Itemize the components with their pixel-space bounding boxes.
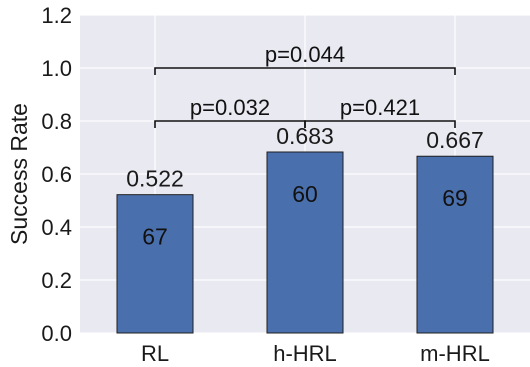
bar [116,194,194,334]
y-tick-label: 0.0 [41,321,72,346]
x-tick-label: RL [141,341,169,366]
bar-count-label: 69 [442,185,468,211]
significance-bracket [304,120,456,128]
bar-value-label: 0.522 [126,166,184,192]
p-value-label: p=0.032 [190,95,270,120]
x-tick-label: m-HRL [420,341,490,366]
y-tick-label: 0.6 [41,162,72,187]
bar [416,155,494,334]
significance-brackets: p=0.044 p=0.032 p=0.421 [154,42,456,128]
bar-value-label: 0.667 [426,127,484,153]
p-value-label: p=0.044 [265,42,345,67]
bar-count-label: 67 [142,224,168,250]
y-tick-label: 0.2 [41,268,72,293]
x-tick-label: h-HRL [273,341,337,366]
bar [266,151,344,334]
y-tick-label: 0.8 [41,109,72,134]
y-tick-label: 0.4 [41,215,72,240]
y-axis-label: Success Rate [6,103,32,245]
bar-count-label: 60 [292,181,318,207]
significance-bracket [154,67,456,75]
y-tick-label: 1.2 [41,3,72,28]
y-tick-label: 1.0 [41,56,72,81]
axis-ticks: 0.0 0.2 0.4 0.6 0.8 1.0 1.2 RL h-HRL m-HRL [41,3,489,366]
p-value-label: p=0.421 [340,95,420,120]
